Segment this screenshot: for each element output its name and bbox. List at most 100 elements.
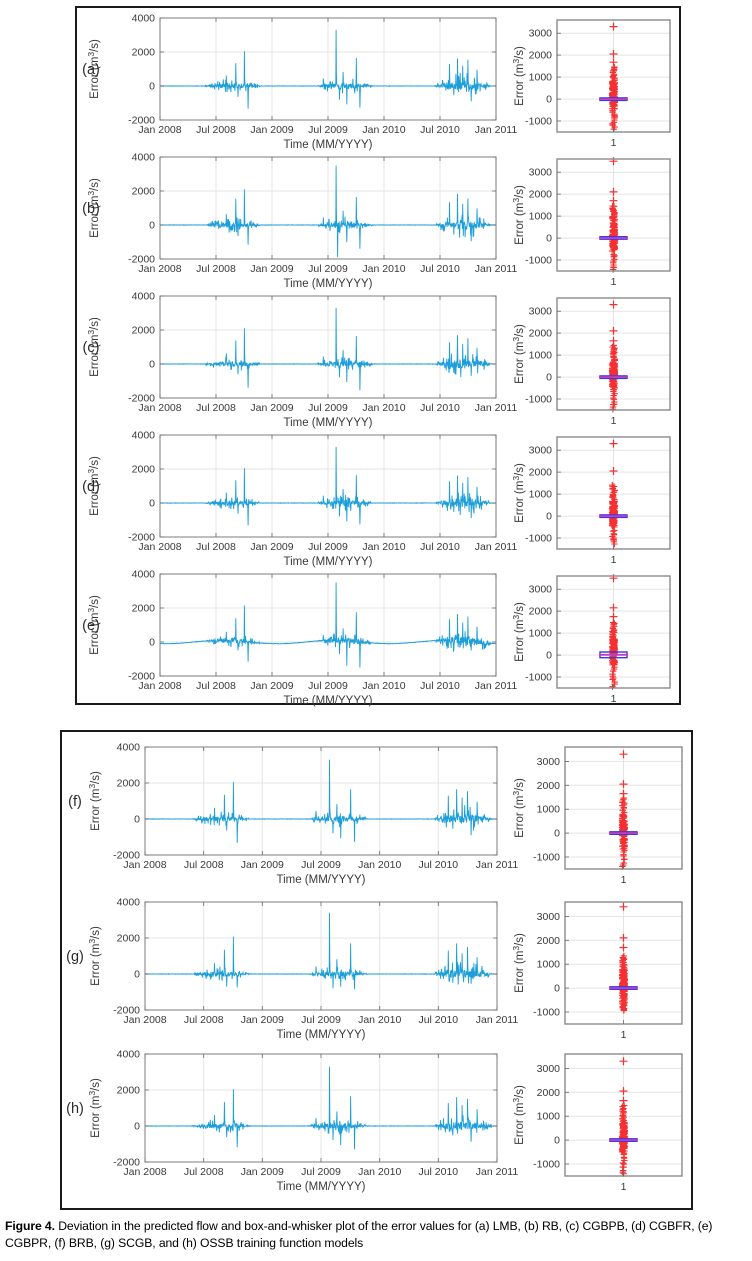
- x-tick-label: Jan 2011: [476, 859, 519, 871]
- x-tick-label: Jul 2008: [196, 263, 236, 275]
- y-tick-label: 2000: [529, 189, 553, 201]
- panel-h-OSSB: Jan 2008 Jul 2008 Jan 2009 Jul 2009 Jan 2010…: [66, 1049, 683, 1193]
- y-tick-label: 0: [134, 969, 140, 981]
- y-tick-label: 1000: [529, 489, 553, 501]
- x-tick-label: Jul 2010: [420, 541, 460, 553]
- y-tick-label: 1000: [537, 804, 561, 816]
- extreme-outlier-markers: [609, 574, 618, 621]
- time-axis-label: Time (MM/YYYY): [276, 1029, 365, 1041]
- x-tick-label: Jul 2008: [196, 124, 236, 136]
- x-tick-label: Jul 2010: [418, 859, 458, 871]
- extreme-outlier-markers: [609, 439, 618, 475]
- panel-b-RB: Jan 2008 Jul 2008 Jan 2009 Jul 2009 Jan 2010…: [82, 152, 671, 290]
- x-tick-label: Jul 2008: [184, 1166, 224, 1178]
- y-tick-label: 0: [554, 983, 560, 995]
- x-tick-label: Jul 2009: [308, 541, 348, 553]
- extreme-outlier-markers: [609, 22, 618, 67]
- x-tick-label: Jan 2008: [138, 402, 181, 414]
- x-tick-label: 1: [611, 137, 617, 149]
- x-tick-label: Jul 2010: [420, 263, 460, 275]
- y-tick-label: 0: [149, 637, 155, 649]
- y-tick-label: -2000: [113, 1157, 140, 1169]
- error-axis-label: Error (m3/s): [86, 317, 101, 377]
- x-tick-label: Jul 2008: [196, 680, 236, 692]
- y-tick-label: 2000: [132, 186, 156, 198]
- error-line: [160, 165, 496, 258]
- x-tick-label: 1: [621, 874, 627, 886]
- y-tick-label: -2000: [113, 850, 140, 862]
- x-tick-label: Jul 2009: [301, 1166, 341, 1178]
- y-tick-label: -2000: [113, 1005, 140, 1017]
- y-tick-label: 2000: [117, 778, 141, 790]
- y-tick-label: -1000: [533, 1007, 560, 1019]
- x-tick-label: 1: [621, 1029, 627, 1041]
- x-tick-label: Jan 2010: [362, 541, 405, 553]
- x-tick-label: Jul 2010: [418, 1014, 458, 1026]
- error-axis-label: Error (m3/s): [511, 46, 526, 106]
- x-tick-label: Jul 2008: [196, 402, 236, 414]
- y-tick-label: 4000: [117, 897, 141, 909]
- extreme-outlier-markers: [619, 902, 628, 952]
- x-tick-label: Jan 2009: [250, 124, 293, 136]
- y-tick-label: 0: [546, 94, 552, 106]
- x-tick-label: Jan 2011: [475, 124, 518, 136]
- y-tick-label: -2000: [128, 115, 155, 127]
- y-tick-label: 0: [546, 650, 552, 662]
- error-axis-label: Error (m3/s): [86, 456, 101, 516]
- y-tick-label: 1000: [529, 350, 553, 362]
- figure-caption: Figure 4. Deviation in the predicted flo…: [5, 1218, 750, 1253]
- error-line: [145, 1066, 497, 1150]
- y-tick-label: 2000: [529, 606, 553, 618]
- x-tick-label: Jan 2009: [250, 263, 293, 275]
- time-axis-label: Time (MM/YYYY): [283, 556, 372, 568]
- y-tick-label: 0: [134, 814, 140, 826]
- x-tick-label: Jan 2008: [138, 124, 181, 136]
- y-tick-label: 4000: [132, 430, 156, 442]
- y-tick-label: -1000: [533, 852, 560, 864]
- panel-letter: (a): [82, 62, 100, 78]
- x-tick-label: Jul 2010: [420, 402, 460, 414]
- x-tick-label: Jan 2011: [476, 1014, 519, 1026]
- y-tick-label: 2000: [132, 603, 156, 615]
- x-tick-label: Jul 2009: [308, 124, 348, 136]
- x-tick-label: Jan 2010: [362, 402, 405, 414]
- y-tick-label: 2000: [117, 1085, 141, 1097]
- error-axis-label: Error (m3/s): [86, 178, 101, 238]
- y-tick-label: 0: [546, 372, 552, 384]
- y-tick-label: 1000: [537, 1111, 561, 1123]
- panel-a-LMB: Jan 2008 Jul 2008 Jan 2009 Jul 2009 Jan 2010…: [82, 13, 671, 151]
- x-tick-label: Jan 2009: [241, 1166, 284, 1178]
- x-tick-label: Jan 2008: [138, 680, 181, 692]
- x-tick-label: Jan 2010: [362, 680, 405, 692]
- x-tick-label: Jan 2009: [241, 1014, 284, 1026]
- time-axis-label: Time (MM/YYYY): [283, 139, 372, 151]
- subfigure-canvas: Jan 2008 Jul 2008 Jan 2009 Jul 2009 Jan 2010…: [82, 13, 671, 707]
- y-tick-label: 0: [554, 828, 560, 840]
- panel-letter: (c): [83, 340, 100, 356]
- y-tick-label: 3000: [529, 167, 553, 179]
- x-tick-label: Jul 2008: [184, 859, 224, 871]
- panel-letter: (h): [66, 1101, 84, 1117]
- x-tick-label: 1: [621, 1181, 627, 1193]
- error-axis-label: Error (m3/s): [511, 324, 526, 384]
- x-tick-label: Jul 2009: [301, 859, 341, 871]
- y-tick-label: 2000: [132, 464, 156, 476]
- x-tick-label: Jan 2010: [358, 1014, 401, 1026]
- y-tick-label: 4000: [132, 13, 156, 25]
- panel-e-CGBPR: Jan 2008 Jul 2008 Jan 2009 Jul 2009 Jan 2010…: [82, 569, 671, 707]
- y-tick-label: 2000: [529, 467, 553, 479]
- x-tick-label: Jan 2011: [475, 680, 518, 692]
- y-tick-label: 2000: [529, 328, 553, 340]
- subfigure-canvas: Jan 2008 Jul 2008 Jan 2009 Jul 2009 Jan 2010…: [66, 742, 683, 1193]
- y-tick-label: 2000: [529, 50, 553, 62]
- x-tick-label: 1: [611, 693, 617, 705]
- y-tick-label: 1000: [537, 959, 561, 971]
- extreme-outlier-markers: [609, 300, 618, 345]
- error-axis-label: Error (m3/s): [87, 1078, 102, 1138]
- x-tick-label: Jan 2008: [123, 859, 166, 871]
- y-tick-label: 2000: [117, 933, 141, 945]
- time-axis-label: Time (MM/YYYY): [276, 874, 365, 886]
- y-tick-label: 2000: [537, 1087, 561, 1099]
- x-tick-label: Jul 2009: [301, 1014, 341, 1026]
- y-tick-label: 0: [149, 220, 155, 232]
